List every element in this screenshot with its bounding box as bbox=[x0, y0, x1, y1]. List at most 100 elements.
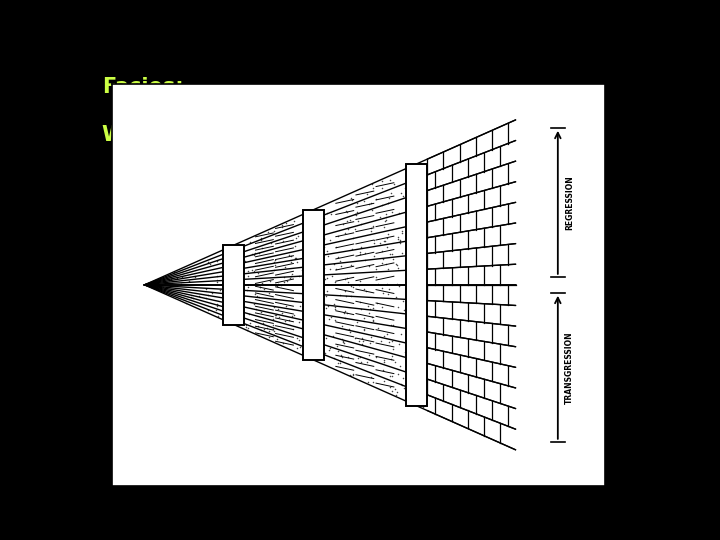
Point bbox=[352, 217, 364, 225]
Point bbox=[364, 308, 375, 317]
Point bbox=[338, 220, 349, 228]
Point bbox=[387, 387, 398, 395]
Point bbox=[407, 265, 418, 274]
Point bbox=[249, 249, 261, 258]
Point bbox=[364, 339, 376, 348]
Point bbox=[269, 258, 280, 267]
Point bbox=[332, 347, 343, 355]
Point bbox=[255, 308, 266, 316]
Point bbox=[280, 302, 292, 310]
Point bbox=[317, 224, 328, 233]
Point bbox=[339, 228, 351, 237]
Point bbox=[395, 237, 406, 245]
Point bbox=[412, 366, 423, 375]
Point bbox=[411, 339, 423, 347]
Point bbox=[302, 284, 314, 292]
Point bbox=[242, 282, 253, 291]
Point bbox=[211, 302, 222, 310]
Point bbox=[340, 314, 351, 322]
Point bbox=[269, 261, 280, 269]
Point bbox=[401, 273, 413, 281]
Point bbox=[392, 235, 404, 244]
Point bbox=[307, 260, 318, 269]
Point bbox=[361, 358, 372, 367]
Point bbox=[283, 251, 294, 259]
Point bbox=[416, 266, 428, 275]
Point bbox=[370, 265, 382, 273]
Point bbox=[322, 252, 333, 260]
Point bbox=[236, 292, 248, 301]
Point bbox=[392, 370, 404, 379]
Point bbox=[415, 305, 427, 314]
Point bbox=[340, 307, 351, 315]
Point bbox=[405, 245, 417, 254]
Point bbox=[319, 275, 330, 284]
Point bbox=[382, 230, 394, 238]
Point bbox=[200, 294, 212, 302]
Point bbox=[235, 284, 246, 292]
Point bbox=[367, 315, 379, 324]
Point bbox=[312, 218, 323, 226]
Point bbox=[365, 227, 377, 236]
Point bbox=[409, 339, 420, 347]
Point bbox=[318, 235, 329, 244]
Point bbox=[338, 309, 350, 318]
Point bbox=[291, 258, 302, 267]
Point bbox=[380, 260, 392, 268]
Point bbox=[395, 362, 406, 370]
Point bbox=[346, 292, 357, 300]
Point bbox=[363, 200, 374, 208]
Point bbox=[256, 279, 268, 287]
Point bbox=[304, 252, 315, 260]
Point bbox=[322, 247, 333, 255]
Point bbox=[394, 238, 405, 247]
Point bbox=[296, 266, 307, 274]
Point bbox=[149, 278, 161, 286]
Point bbox=[337, 336, 348, 345]
Point bbox=[367, 304, 379, 313]
Point bbox=[293, 336, 305, 345]
Point bbox=[285, 272, 297, 280]
Point bbox=[387, 208, 398, 217]
Point bbox=[384, 338, 395, 346]
Point bbox=[414, 398, 426, 407]
Point bbox=[248, 251, 259, 260]
Point bbox=[405, 237, 416, 246]
Point bbox=[180, 299, 192, 307]
Point bbox=[370, 195, 382, 204]
Point bbox=[301, 314, 312, 322]
Point bbox=[419, 401, 431, 409]
Point bbox=[341, 207, 353, 216]
Point bbox=[387, 321, 399, 329]
Point bbox=[358, 196, 369, 205]
Point bbox=[411, 357, 423, 366]
Point bbox=[279, 263, 291, 272]
Point bbox=[408, 195, 420, 204]
Point bbox=[328, 300, 340, 309]
Point bbox=[403, 394, 415, 403]
Point bbox=[233, 296, 245, 305]
Text: TRANSGRESSION: TRANSGRESSION bbox=[565, 331, 574, 403]
Point bbox=[276, 280, 287, 289]
Point bbox=[404, 387, 415, 396]
Point bbox=[399, 384, 410, 393]
Point bbox=[411, 286, 423, 295]
Point bbox=[359, 256, 371, 265]
Point bbox=[176, 273, 187, 281]
Point bbox=[320, 349, 331, 357]
Point bbox=[298, 309, 310, 318]
Point bbox=[291, 234, 302, 242]
Point bbox=[355, 242, 366, 251]
Point bbox=[165, 274, 176, 283]
Point bbox=[325, 313, 337, 321]
Point bbox=[392, 233, 404, 241]
Point bbox=[378, 358, 390, 367]
Point bbox=[304, 262, 315, 271]
Point bbox=[341, 309, 353, 318]
Point bbox=[367, 184, 379, 192]
Point bbox=[145, 279, 157, 288]
Point bbox=[299, 321, 310, 329]
Point bbox=[379, 210, 391, 218]
Point bbox=[353, 281, 364, 289]
Point bbox=[328, 354, 340, 362]
